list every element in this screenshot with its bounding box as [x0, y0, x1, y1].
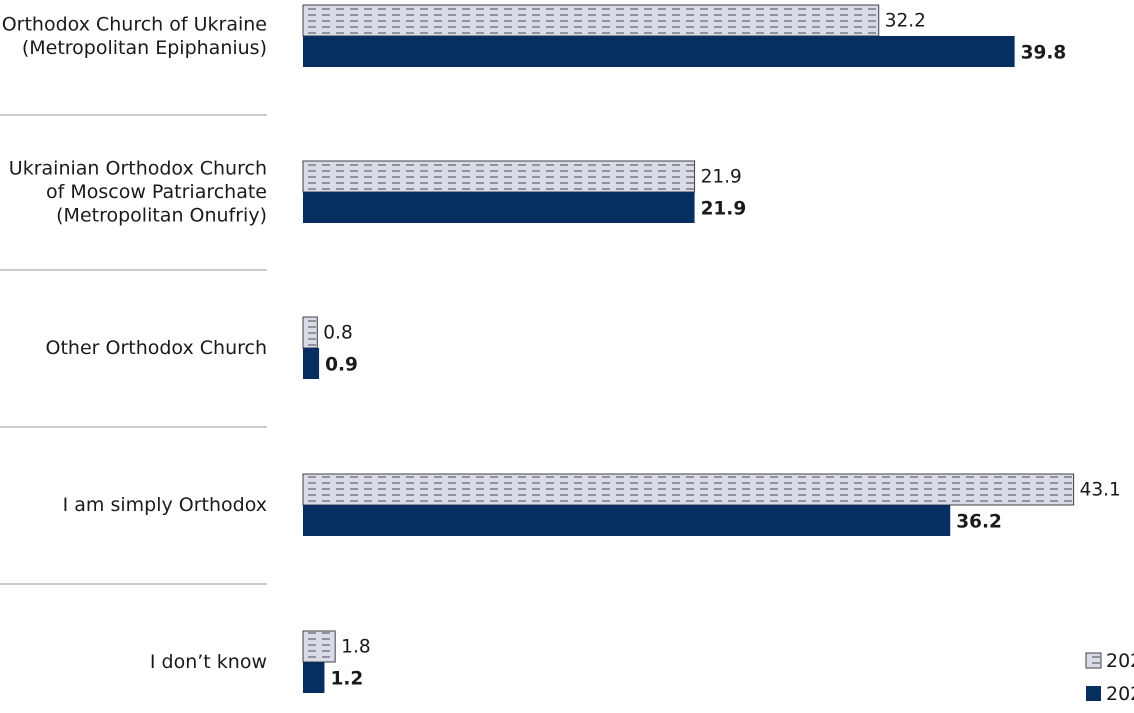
data-label-2020: 0.8: [323, 323, 352, 344]
data-label-2021: 36.2: [956, 512, 1002, 533]
bar-2020: [302, 630, 336, 663]
data-label-2020: 43.1: [1080, 480, 1121, 501]
category-label: of Moscow Patriarchate: [46, 181, 267, 203]
bar-2021: [303, 505, 951, 536]
bar-2020: [302, 316, 318, 349]
bar-2021: [303, 192, 695, 223]
category-label: (Metropolitan Epiphanius): [22, 37, 267, 59]
bar-2021: [303, 36, 1015, 67]
plot-area: Orthodox Church of Ukraine(Metropolitan …: [0, 4, 1121, 693]
bar-2020: [302, 473, 1075, 506]
category-label: Other Orthodox Church: [46, 337, 268, 359]
bar-2021: [303, 662, 325, 693]
category-label: I don’t know: [150, 651, 267, 673]
bar-2021: [303, 348, 320, 379]
data-label-2020: 21.9: [701, 167, 742, 188]
data-label-2020: 1.8: [341, 637, 370, 658]
category-label: Ukrainian Orthodox Church: [9, 158, 267, 180]
data-label-2021: 0.9: [325, 355, 358, 376]
data-label-2021: 39.8: [1021, 43, 1067, 64]
legend-label-2021: 2021: [1106, 683, 1134, 705]
data-label-2021: 1.2: [330, 669, 363, 690]
category-label: I am simply Orthodox: [63, 494, 267, 516]
bar-2020: [302, 4, 880, 37]
bar-2020: [302, 160, 696, 193]
data-label-2020: 32.2: [885, 11, 926, 32]
legend-swatch-2021: [1086, 686, 1101, 701]
category-label: Orthodox Church of Ukraine: [2, 13, 267, 35]
data-label-2021: 21.9: [701, 199, 747, 220]
category-label: (Metropolitan Onufriy): [56, 205, 267, 227]
legend-swatch-2020: [1085, 652, 1102, 669]
